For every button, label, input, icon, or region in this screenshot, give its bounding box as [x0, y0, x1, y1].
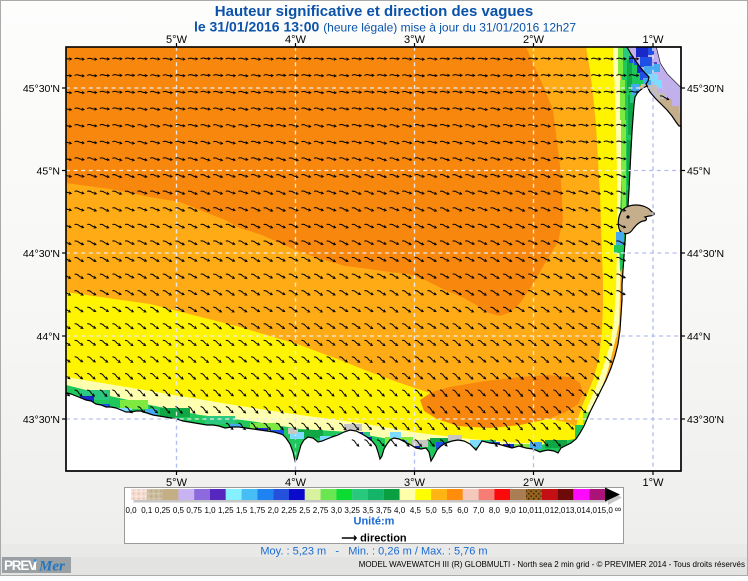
svg-text:le 31/01/2016 13:00 (heure lég: le 31/01/2016 13:00 (heure légale) mise … [194, 19, 576, 35]
svg-text:1°W: 1°W [643, 34, 665, 46]
svg-text:4,5: 4,5 [410, 506, 422, 515]
svg-text:44°N: 44°N [687, 331, 710, 343]
svg-text:5°W: 5°W [166, 477, 188, 489]
svg-text:7,0: 7,0 [473, 506, 485, 515]
svg-text:2,0: 2,0 [268, 506, 280, 515]
svg-text:Hauteur significative et direc: Hauteur significative et direction des v… [215, 3, 533, 20]
svg-text:0,5: 0,5 [173, 506, 185, 515]
svg-text:4°W: 4°W [285, 34, 307, 46]
svg-text:13,0: 13,0 [566, 506, 582, 515]
svg-text:3,25: 3,25 [344, 506, 360, 515]
svg-text:45°N: 45°N [37, 166, 60, 178]
svg-text:2°W: 2°W [523, 477, 545, 489]
svg-text:1,5: 1,5 [236, 506, 248, 515]
svg-text:4,0: 4,0 [394, 506, 406, 515]
svg-text:44°30'N: 44°30'N [23, 248, 60, 260]
svg-text:0,75: 0,75 [186, 506, 202, 515]
svg-text:43°30'N: 43°30'N [23, 414, 60, 426]
svg-text:44°N: 44°N [37, 331, 60, 343]
svg-text:1,0: 1,0 [204, 506, 216, 515]
svg-text:14,0: 14,0 [581, 506, 597, 515]
svg-text:2°W: 2°W [523, 34, 545, 46]
svg-text:0,1: 0,1 [141, 506, 153, 515]
svg-text:44°30'N: 44°30'N [687, 248, 724, 260]
svg-text:Unité:m: Unité:m [354, 516, 395, 528]
svg-text:9,0: 9,0 [505, 506, 517, 515]
svg-text:5,5: 5,5 [441, 506, 453, 515]
svg-text:2,75: 2,75 [313, 506, 329, 515]
svg-text:43°30'N: 43°30'N [687, 414, 724, 426]
svg-text:2,25: 2,25 [281, 506, 297, 515]
svg-text:1,25: 1,25 [218, 506, 234, 515]
svg-text:11,0: 11,0 [534, 506, 550, 515]
svg-text:2,5: 2,5 [299, 506, 311, 515]
svg-text:i: i [34, 559, 37, 573]
svg-text:3,5: 3,5 [362, 506, 374, 515]
svg-text:Moy. : 5,23 m - Min. : 0,2: Moy. : 5,23 m - Min. : 0,26 m / Max. : 5… [260, 546, 487, 558]
svg-text:4°W: 4°W [285, 477, 307, 489]
svg-text:45°30'N: 45°30'N [23, 83, 60, 95]
svg-text:Mer: Mer [38, 559, 65, 575]
svg-text:5°W: 5°W [166, 34, 188, 46]
svg-text:3,0: 3,0 [331, 506, 343, 515]
svg-text:5,0: 5,0 [426, 506, 438, 515]
svg-text:45°N: 45°N [687, 166, 710, 178]
svg-text:1,75: 1,75 [250, 506, 266, 515]
svg-text:15,0: 15,0 [597, 506, 613, 515]
svg-text:∞: ∞ [615, 504, 621, 514]
svg-text:3°W: 3°W [404, 34, 426, 46]
svg-text:⟶ direction: ⟶ direction [341, 533, 407, 545]
svg-text:MODEL WAVEWATCH III (R) GLOBMU: MODEL WAVEWATCH III (R) GLOBMULTI - Nort… [359, 560, 745, 569]
svg-text:1°W: 1°W [643, 477, 665, 489]
svg-text:12,0: 12,0 [550, 506, 566, 515]
svg-text:3°W: 3°W [404, 477, 426, 489]
svg-text:8,0: 8,0 [489, 506, 501, 515]
svg-text:6,0: 6,0 [457, 506, 469, 515]
svg-text:PREV: PREV [4, 558, 37, 573]
svg-text:45°30'N: 45°30'N [687, 83, 724, 95]
svg-text:10,0: 10,0 [518, 506, 534, 515]
svg-text:3,75: 3,75 [376, 506, 392, 515]
svg-text:0,25: 0,25 [155, 506, 171, 515]
svg-text:0,0: 0,0 [125, 506, 137, 515]
